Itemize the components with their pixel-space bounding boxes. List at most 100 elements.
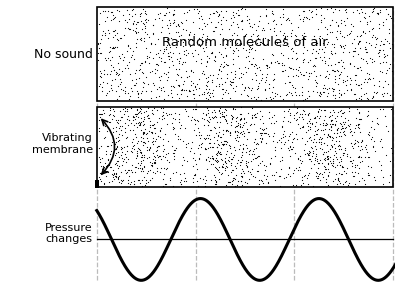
Point <box>238 171 245 175</box>
Point <box>364 150 371 155</box>
Point <box>356 117 362 122</box>
Point <box>243 70 249 74</box>
Point <box>219 82 225 87</box>
Point <box>264 174 270 178</box>
Point <box>369 135 375 139</box>
Point <box>378 39 385 44</box>
Point <box>352 97 359 102</box>
Point <box>321 141 327 146</box>
Point <box>297 69 304 74</box>
Point <box>352 182 358 187</box>
Point <box>182 126 188 131</box>
Point <box>293 34 299 38</box>
Point <box>107 120 113 125</box>
Point <box>123 159 130 164</box>
Point <box>214 158 220 162</box>
Point <box>317 55 324 59</box>
Point <box>261 131 268 135</box>
Point <box>374 11 380 16</box>
Point <box>356 96 362 101</box>
Point <box>311 69 317 73</box>
Point <box>142 88 149 93</box>
Point <box>371 139 377 143</box>
Point <box>191 172 198 177</box>
Point <box>131 181 137 186</box>
Point <box>243 163 249 168</box>
Point <box>290 112 297 117</box>
Point <box>377 48 384 52</box>
Point <box>171 151 177 155</box>
Point <box>247 147 254 152</box>
Point <box>215 20 222 24</box>
Point <box>371 83 378 87</box>
Point <box>212 54 218 58</box>
Point <box>235 122 242 127</box>
Point <box>139 178 145 182</box>
Point <box>140 129 147 134</box>
Point <box>212 126 218 131</box>
Point <box>312 156 318 161</box>
Point <box>313 147 320 151</box>
Point <box>242 65 248 69</box>
Point <box>257 126 263 130</box>
Point <box>223 41 229 46</box>
Point <box>331 87 337 92</box>
Point <box>376 22 382 26</box>
Point <box>363 39 369 44</box>
Point <box>252 62 258 66</box>
Point <box>118 178 125 183</box>
Point <box>103 15 110 20</box>
Point <box>324 32 330 36</box>
Point <box>221 60 227 65</box>
Point <box>171 19 178 24</box>
Point <box>103 129 110 134</box>
Point <box>199 92 205 97</box>
Point <box>135 68 142 72</box>
Point <box>182 18 189 22</box>
Point <box>214 160 220 165</box>
Point <box>367 19 373 24</box>
Point <box>194 82 200 86</box>
Point <box>381 90 387 95</box>
Point <box>207 155 213 160</box>
Point <box>296 13 303 17</box>
Point <box>363 59 370 64</box>
Point <box>191 92 198 97</box>
Point <box>142 18 149 22</box>
Point <box>214 145 220 149</box>
Point <box>346 126 353 131</box>
Point <box>186 7 192 12</box>
Point <box>145 113 151 117</box>
Point <box>212 157 218 162</box>
Point <box>339 111 345 116</box>
Point <box>229 157 235 162</box>
Point <box>305 151 312 155</box>
Point <box>203 135 210 140</box>
Point <box>337 17 344 22</box>
Point <box>97 157 103 162</box>
Point <box>156 116 162 121</box>
Point <box>311 132 317 137</box>
Point <box>308 122 315 126</box>
Point <box>292 32 298 37</box>
Point <box>210 145 216 150</box>
Point <box>149 68 155 73</box>
Point <box>312 124 318 128</box>
Point <box>162 44 169 49</box>
Point <box>207 72 213 77</box>
Point <box>133 81 139 86</box>
Point <box>384 68 391 73</box>
Point <box>227 82 233 87</box>
Point <box>220 142 227 147</box>
Point <box>136 123 142 128</box>
Point <box>218 152 224 157</box>
Point <box>271 71 277 76</box>
Point <box>99 155 105 160</box>
Point <box>196 93 202 98</box>
Point <box>197 44 203 49</box>
Point <box>322 107 329 112</box>
Point <box>120 159 126 163</box>
Point <box>228 156 234 161</box>
Point <box>239 6 245 11</box>
Point <box>114 120 120 124</box>
